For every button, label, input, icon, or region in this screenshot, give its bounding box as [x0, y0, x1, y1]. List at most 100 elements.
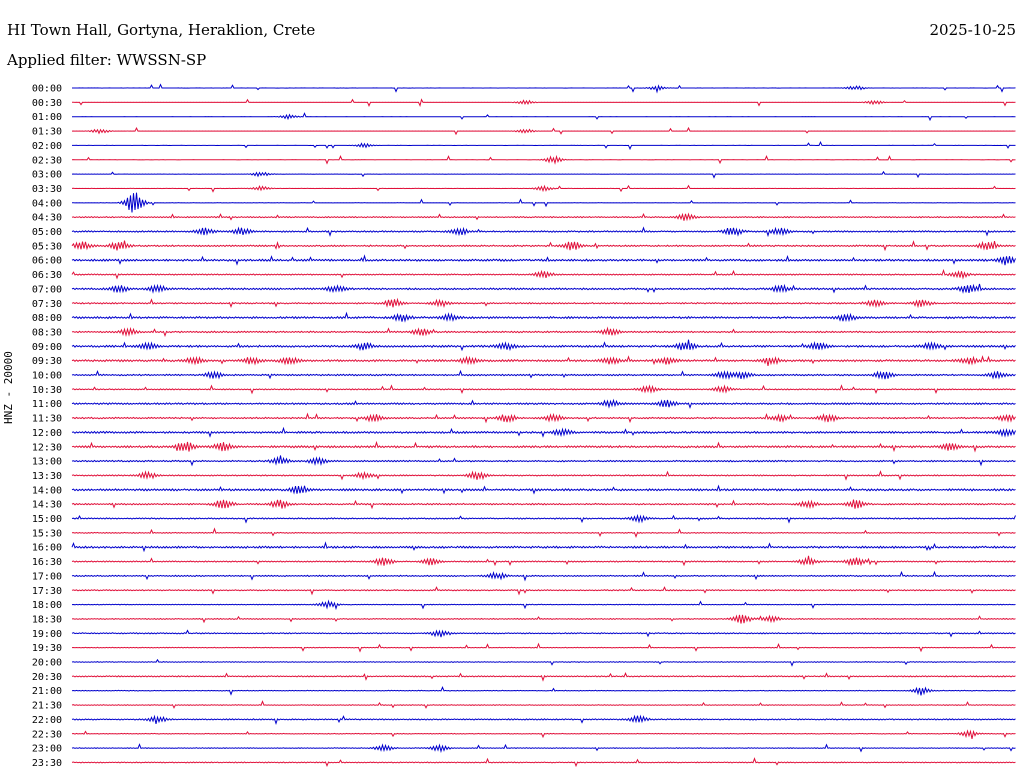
row-time-label: 15:30	[32, 528, 62, 539]
row-time-label: 15:00	[32, 514, 62, 525]
row-time-label: 03:00	[32, 170, 62, 181]
trace-row	[71, 499, 1016, 510]
trace-row	[71, 470, 1016, 481]
trace-row	[71, 743, 1016, 754]
trace-row	[71, 226, 1016, 238]
row-time-label: 22:00	[32, 715, 62, 726]
trace-row	[71, 614, 1016, 624]
trace-row	[71, 455, 1016, 467]
row-time-label: 18:00	[32, 600, 62, 611]
trace-row	[71, 184, 1016, 193]
row-time-label: 13:30	[32, 471, 62, 482]
row-time-label: 09:30	[32, 356, 62, 367]
trace-row	[71, 757, 1016, 768]
row-time-label: 09:00	[32, 342, 62, 353]
trace-row	[71, 686, 1016, 696]
row-time-label: 17:30	[32, 586, 62, 597]
trace-row	[71, 527, 1016, 539]
trace-row	[71, 555, 1016, 567]
trace-row	[71, 297, 1016, 309]
row-time-label: 04:00	[32, 198, 62, 209]
row-time-label: 10:00	[32, 371, 62, 382]
row-time-label: 02:30	[32, 155, 62, 166]
row-time-label: 00:00	[32, 84, 62, 95]
row-time-label: 23:30	[32, 758, 62, 769]
row-time-label: 20:00	[32, 658, 62, 669]
row-time-label: 08:30	[32, 327, 62, 338]
trace-row	[71, 586, 1016, 596]
row-time-label: 01:30	[32, 127, 62, 138]
row-time-label: 05:30	[32, 241, 62, 252]
row-time-label: 23:00	[32, 744, 62, 755]
trace-row	[71, 398, 1016, 410]
trace-row	[72, 112, 1016, 122]
row-time-label: 10:30	[32, 385, 62, 396]
trace-row	[71, 412, 1016, 424]
trace-row	[71, 326, 1016, 337]
trace-row	[71, 440, 1016, 453]
row-time-label: 19:00	[32, 629, 62, 640]
row-time-label: 03:30	[32, 184, 62, 195]
row-time-label: 21:30	[32, 701, 62, 712]
trace-row	[71, 658, 1016, 667]
trace-row	[72, 141, 1016, 151]
trace-row	[71, 212, 1016, 222]
trace-row	[71, 570, 1016, 582]
row-time-label: 16:30	[32, 557, 62, 568]
trace-row	[71, 154, 1016, 165]
row-time-label: 11:00	[32, 399, 62, 410]
row-time-label: 18:30	[32, 614, 62, 625]
trace-row	[71, 672, 1016, 682]
row-time-label: 12:00	[32, 428, 62, 439]
row-time-label: 13:00	[32, 457, 62, 468]
row-time-label: 19:30	[32, 643, 62, 654]
row-time-label: 01:00	[32, 112, 62, 123]
trace-row	[71, 384, 1016, 395]
row-time-label: 06:30	[32, 270, 62, 281]
row-time-label: 12:30	[32, 442, 62, 453]
trace-row	[71, 283, 1016, 294]
row-time-label: 00:30	[32, 98, 62, 109]
row-time-label: 14:00	[32, 485, 62, 496]
trace-row	[71, 355, 1016, 366]
row-time-label: 14:30	[32, 500, 62, 511]
row-time-label: 05:00	[32, 227, 62, 238]
row-time-label: 07:00	[32, 284, 62, 295]
trace-row	[71, 629, 1016, 638]
trace-row	[72, 98, 1016, 107]
trace-row	[71, 642, 1016, 653]
trace-row	[71, 700, 1016, 709]
row-time-label: 07:30	[32, 299, 62, 310]
date-label: 2025-10-25	[929, 21, 1016, 39]
row-time-label: 04:30	[32, 213, 62, 224]
trace-row	[71, 484, 1016, 495]
row-time-label: 22:30	[32, 729, 62, 740]
trace-row	[71, 426, 1016, 438]
trace-row	[71, 192, 1016, 213]
trace-row	[71, 369, 1016, 380]
trace-row	[72, 83, 1016, 94]
trace-row	[71, 170, 1016, 179]
filter-label: Applied filter: WWSSN-SP	[7, 51, 207, 69]
trace-row	[71, 254, 1016, 266]
trace-row	[71, 541, 1016, 553]
trace-row	[71, 126, 1016, 136]
trace-row	[71, 599, 1016, 611]
trace-row	[71, 339, 1016, 352]
row-time-label: 11:30	[32, 414, 62, 425]
row-time-label: 08:00	[32, 313, 62, 324]
trace-row	[71, 513, 1016, 524]
trace-row	[71, 240, 1016, 252]
row-time-label: 17:00	[32, 571, 62, 582]
row-time-label: 16:00	[32, 543, 62, 554]
trace-row	[71, 714, 1016, 725]
trace-row	[71, 268, 1016, 280]
trace-row	[71, 311, 1016, 323]
trace-row	[71, 729, 1016, 740]
station-title: HI Town Hall, Gortyna, Heraklion, Crete	[7, 21, 316, 39]
row-time-label: 06:00	[32, 256, 62, 267]
row-time-label: 20:30	[32, 672, 62, 683]
row-time-label: 02:00	[32, 141, 62, 152]
row-time-label: 21:00	[32, 686, 62, 697]
